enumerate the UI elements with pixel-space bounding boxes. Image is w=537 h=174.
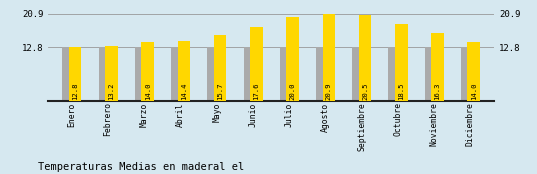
Text: 13.2: 13.2	[108, 82, 114, 100]
Bar	[352, 48, 365, 101]
Bar	[69, 48, 82, 101]
Bar	[359, 15, 371, 101]
Bar	[431, 33, 444, 101]
Bar	[388, 48, 401, 101]
Text: 14.0: 14.0	[144, 82, 150, 100]
Text: 15.7: 15.7	[217, 82, 223, 100]
Bar	[461, 48, 474, 101]
Bar	[425, 48, 437, 101]
Text: 18.5: 18.5	[398, 82, 404, 100]
Text: 20.5: 20.5	[362, 82, 368, 100]
Bar	[105, 46, 118, 101]
Bar	[214, 35, 227, 101]
Bar	[323, 14, 335, 101]
Text: 20.9: 20.9	[326, 82, 332, 100]
Text: 16.3: 16.3	[434, 82, 440, 100]
Bar	[135, 48, 147, 101]
Bar	[316, 48, 329, 101]
Bar	[99, 48, 111, 101]
Bar	[207, 48, 220, 101]
Bar	[280, 48, 292, 101]
Text: 14.4: 14.4	[181, 82, 187, 100]
Bar	[286, 17, 299, 101]
Text: 20.0: 20.0	[289, 82, 295, 100]
Text: 14.0: 14.0	[471, 82, 477, 100]
Bar	[178, 41, 190, 101]
Bar	[141, 42, 154, 101]
Bar	[244, 48, 256, 101]
Bar	[250, 27, 263, 101]
Text: 17.6: 17.6	[253, 82, 259, 100]
Text: Temperaturas Medias en maderal el: Temperaturas Medias en maderal el	[38, 162, 244, 172]
Bar	[171, 48, 184, 101]
Text: 12.8: 12.8	[72, 82, 78, 100]
Bar	[62, 48, 75, 101]
Bar	[468, 42, 480, 101]
Bar	[395, 24, 408, 101]
